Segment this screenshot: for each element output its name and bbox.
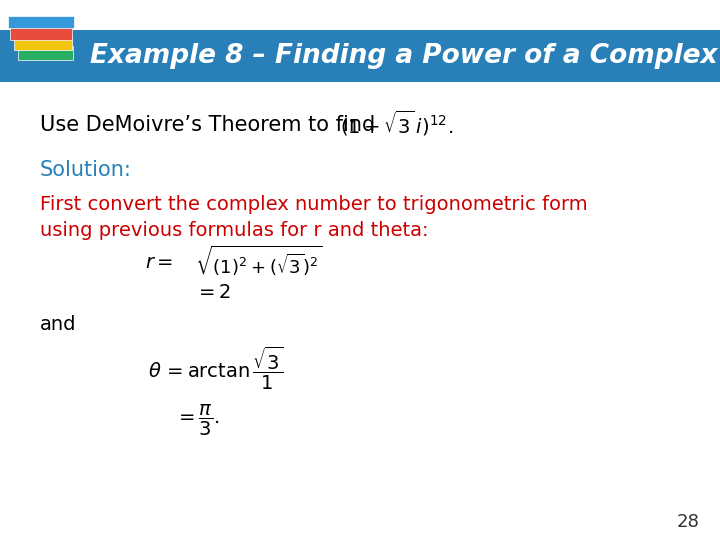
- Text: Example 8 – Finding a Power of a Complex Number: Example 8 – Finding a Power of a Complex…: [90, 43, 720, 69]
- FancyBboxPatch shape: [14, 37, 72, 50]
- Text: $(1 + \sqrt{3}\,i)^{12}.$: $(1 + \sqrt{3}\,i)^{12}.$: [340, 109, 453, 138]
- FancyBboxPatch shape: [18, 46, 73, 60]
- FancyBboxPatch shape: [10, 27, 72, 40]
- Text: $= \dfrac{\pi}{3}.$: $= \dfrac{\pi}{3}.$: [175, 402, 220, 437]
- Text: Solution:: Solution:: [40, 160, 132, 180]
- Text: 28: 28: [677, 513, 700, 531]
- FancyBboxPatch shape: [8, 16, 74, 28]
- Text: Use DeMoivre’s Theorem to find: Use DeMoivre’s Theorem to find: [40, 115, 382, 135]
- Polygon shape: [0, 30, 720, 82]
- Text: First convert the complex number to trigonometric form: First convert the complex number to trig…: [40, 195, 588, 214]
- Text: using previous formulas for r and theta:: using previous formulas for r and theta:: [40, 220, 428, 240]
- Text: $r = $: $r = $: [145, 253, 174, 272]
- Text: $= 2$: $= 2$: [195, 282, 231, 301]
- Text: and: and: [40, 315, 76, 334]
- Text: $\sqrt{(1)^2 + (\sqrt{3})^2}$: $\sqrt{(1)^2 + (\sqrt{3})^2}$: [195, 244, 323, 278]
- Text: $\theta\, = \arctan \dfrac{\sqrt{3}}{1}$: $\theta\, = \arctan \dfrac{\sqrt{3}}{1}$: [148, 345, 284, 391]
